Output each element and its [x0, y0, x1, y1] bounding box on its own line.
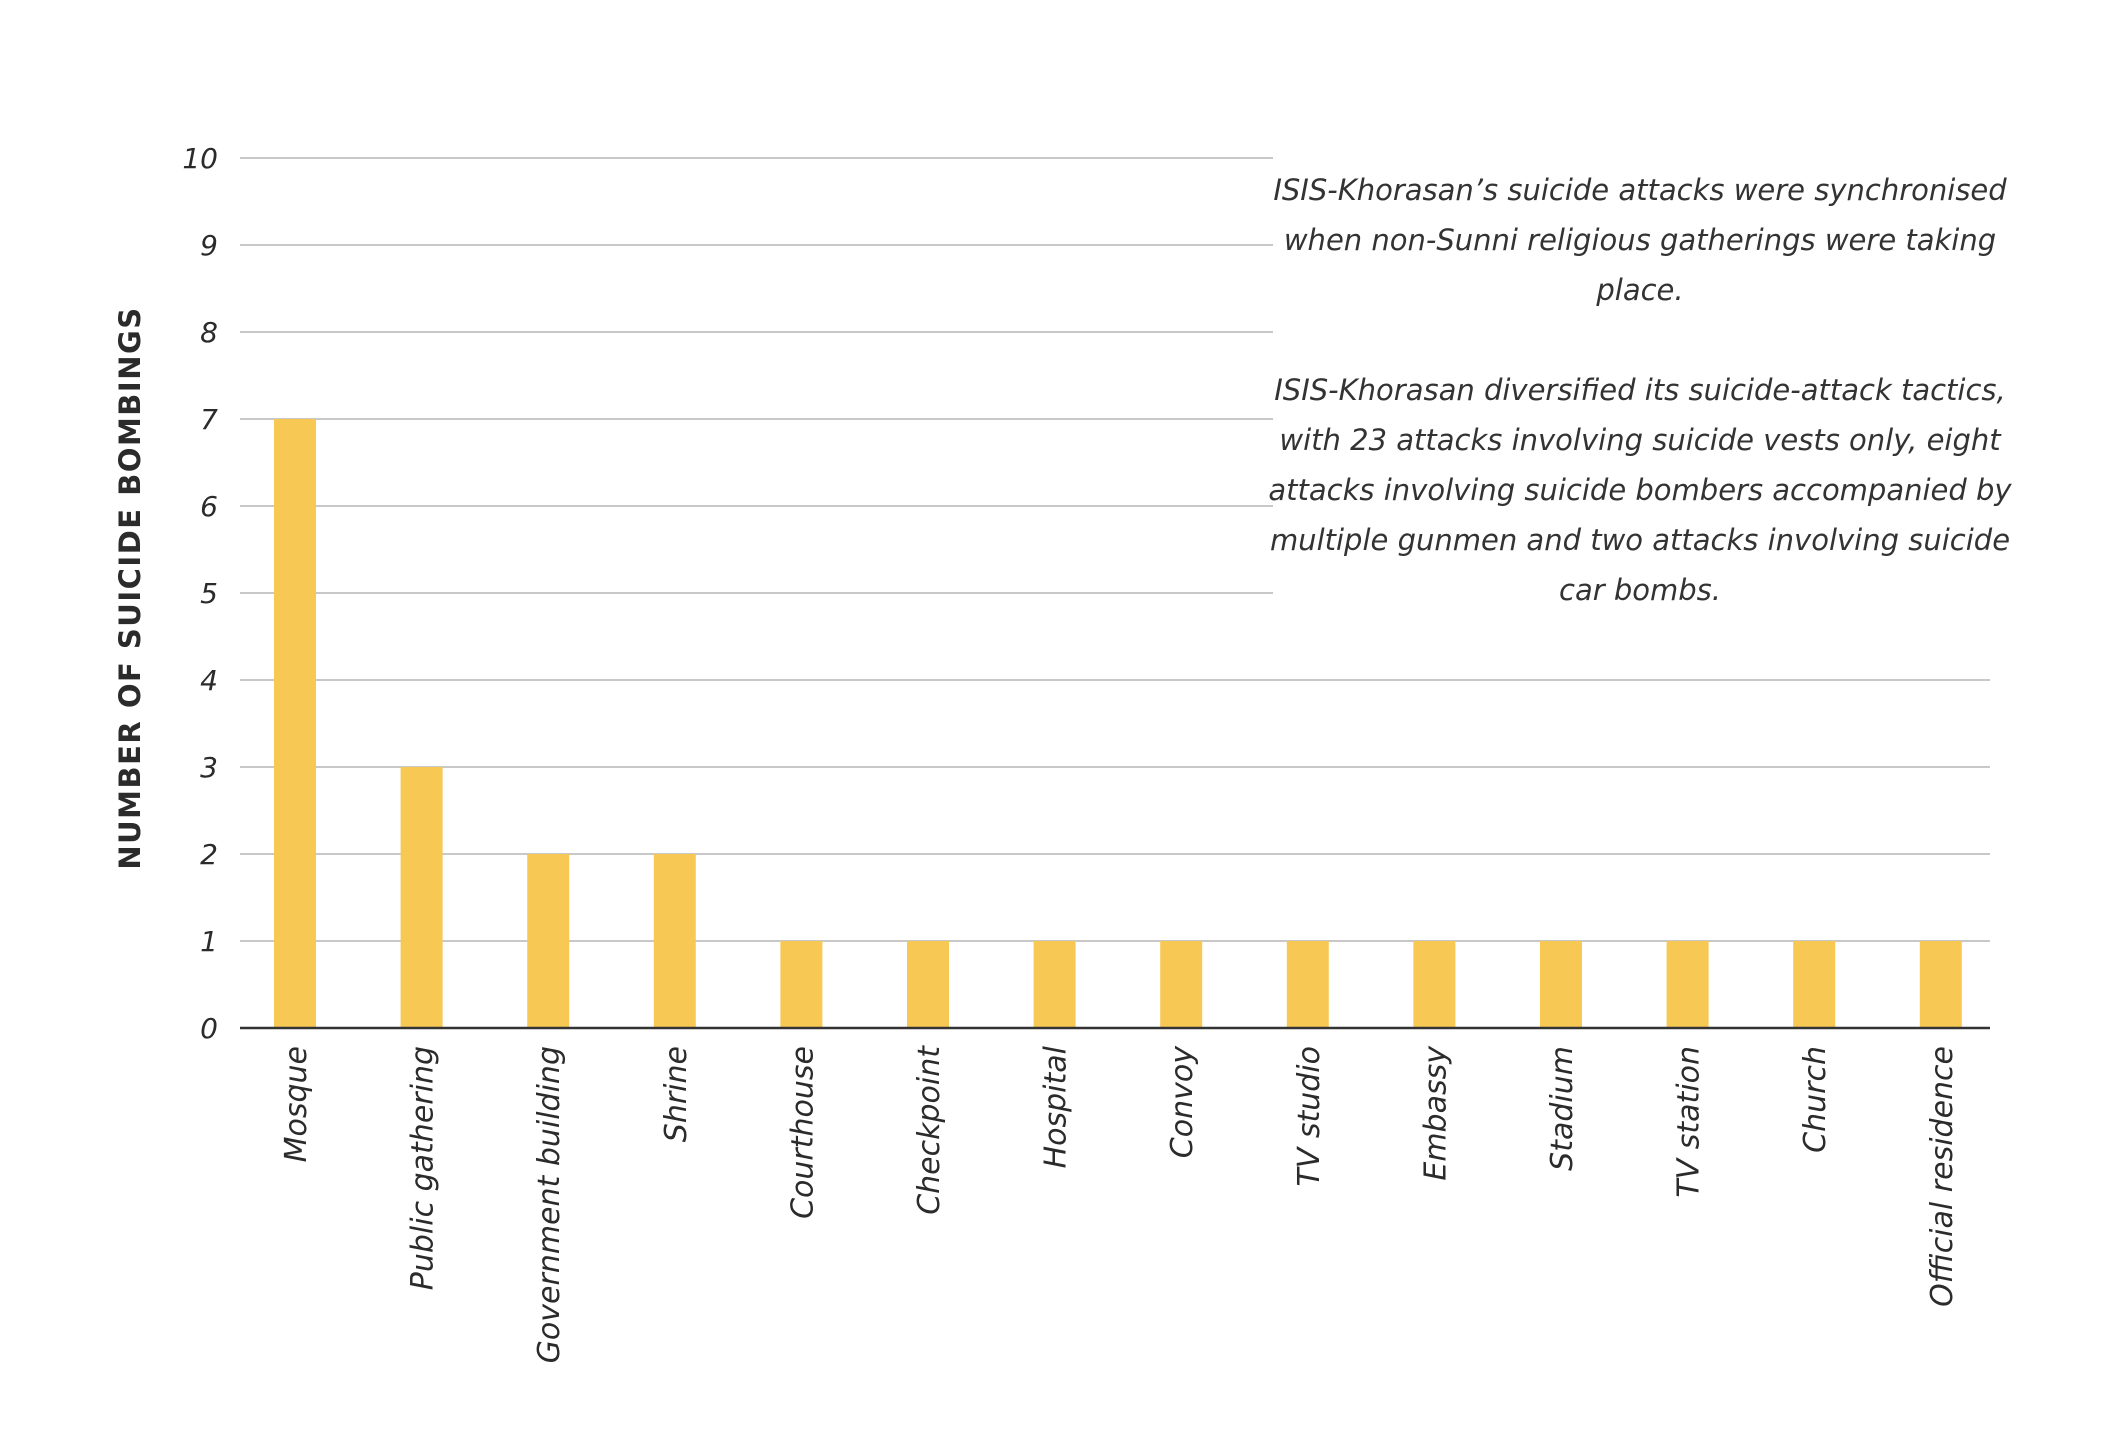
bar-church	[1793, 941, 1836, 1028]
y-tick-label: 1	[200, 925, 218, 958]
y-tick-labels: 0 1 2 3 4 5 6 7 8 9 10	[182, 142, 218, 1045]
y-tick-label: 5	[200, 577, 218, 610]
y-tick-label: 0	[200, 1012, 218, 1045]
y-tick-label: 2	[200, 838, 218, 871]
annotation-paragraph-1: ISIS-Khorasan’s suicide attacks were syn…	[1273, 173, 2007, 307]
bar-public-gathering	[400, 767, 443, 1028]
x-tick-label: Hospital	[1039, 1045, 1074, 1168]
y-tick-label: 3	[200, 751, 218, 784]
x-tick-label: Official residence	[1925, 1046, 1960, 1307]
y-tick-label: 10	[182, 142, 218, 175]
bar-embassy	[1413, 941, 1456, 1028]
y-tick-label: 8	[200, 316, 218, 349]
annotation-paragraph-2: ISIS-Khorasan diversified its suicide-at…	[1268, 373, 2012, 607]
bar-official-residence	[1919, 941, 1962, 1028]
x-tick-labels: Mosque Public gathering Government buildin…	[279, 1045, 1960, 1364]
bars	[274, 419, 1962, 1028]
bar-tv-station	[1666, 941, 1709, 1028]
y-tick-label: 4	[200, 664, 218, 697]
x-tick-label: TV studio	[1292, 1046, 1327, 1187]
x-tick-label: Embassy	[1418, 1045, 1453, 1181]
y-tick-label: 7	[200, 403, 218, 436]
x-tick-label: Checkpoint	[912, 1045, 947, 1215]
bar-shrine	[653, 854, 696, 1028]
annotation-box: ISIS-Khorasan’s suicide attacks were syn…	[1260, 165, 2020, 665]
bar-tv-studio	[1286, 941, 1329, 1028]
x-tick-label: Public gathering	[406, 1046, 441, 1290]
x-tick-label: TV station	[1672, 1046, 1707, 1198]
bar-checkpoint	[907, 941, 949, 1028]
y-tick-label: 9	[200, 229, 218, 262]
y-tick-label: 6	[200, 490, 218, 523]
y-axis-label: NUMBER OF SUICIDE BOMBINGS	[113, 306, 147, 869]
x-tick-label: Stadium	[1545, 1046, 1580, 1171]
bar-convoy	[1160, 941, 1203, 1028]
bar-stadium	[1540, 941, 1582, 1028]
bar-mosque	[274, 419, 316, 1028]
x-tick-label: Convoy	[1165, 1045, 1200, 1158]
x-tick-label: Courthouse	[785, 1046, 820, 1219]
bar-hospital	[1033, 941, 1076, 1028]
x-tick-label: Government building	[532, 1046, 567, 1363]
x-tick-label: Church	[1798, 1046, 1833, 1153]
bar-courthouse	[780, 941, 823, 1028]
x-tick-label: Shrine	[659, 1046, 694, 1142]
bar-government-building	[527, 854, 570, 1028]
x-tick-label: Mosque	[279, 1046, 314, 1162]
